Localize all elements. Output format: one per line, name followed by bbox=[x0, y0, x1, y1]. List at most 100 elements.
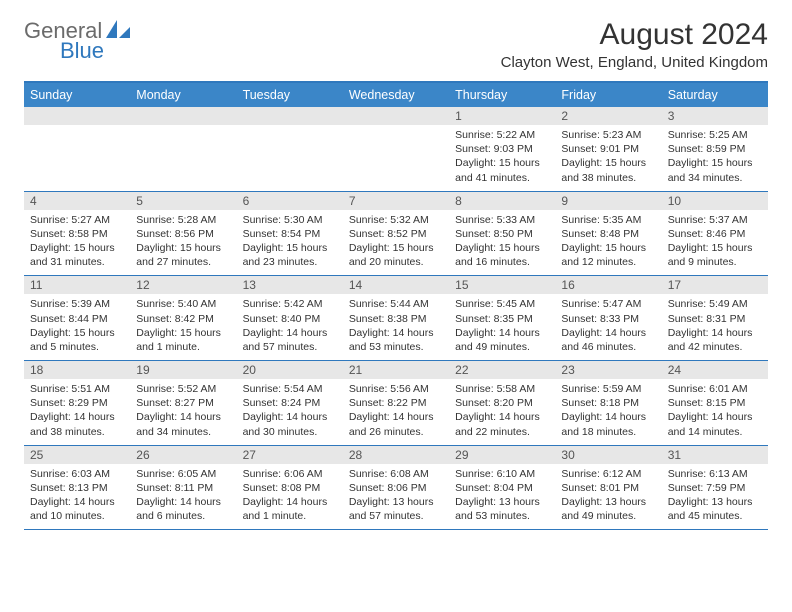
cell-details: Sunrise: 5:37 AMSunset: 8:46 PMDaylight:… bbox=[668, 213, 762, 270]
daylight-text: Daylight: 14 hours and 18 minutes. bbox=[561, 410, 655, 438]
day-header-tuesday: Tuesday bbox=[237, 83, 343, 107]
sunset-text: Sunset: 8:44 PM bbox=[30, 312, 124, 326]
sunset-text: Sunset: 8:01 PM bbox=[561, 481, 655, 495]
sunrise-text: Sunrise: 5:59 AM bbox=[561, 382, 655, 396]
daylight-text: Daylight: 14 hours and 38 minutes. bbox=[30, 410, 124, 438]
sunset-text: Sunset: 8:58 PM bbox=[30, 227, 124, 241]
cell-details: Sunrise: 5:44 AMSunset: 8:38 PMDaylight:… bbox=[349, 297, 443, 354]
calendar-cell: 13Sunrise: 5:42 AMSunset: 8:40 PMDayligh… bbox=[237, 276, 343, 360]
day-number: 26 bbox=[130, 446, 236, 464]
calendar-cell: 2Sunrise: 5:23 AMSunset: 9:01 PMDaylight… bbox=[555, 107, 661, 191]
sunset-text: Sunset: 8:27 PM bbox=[136, 396, 230, 410]
sunset-text: Sunset: 8:11 PM bbox=[136, 481, 230, 495]
daylight-text: Daylight: 14 hours and 49 minutes. bbox=[455, 326, 549, 354]
sunrise-text: Sunrise: 5:22 AM bbox=[455, 128, 549, 142]
calendar-cell bbox=[237, 107, 343, 191]
cell-details: Sunrise: 5:59 AMSunset: 8:18 PMDaylight:… bbox=[561, 382, 655, 439]
cell-details: Sunrise: 5:58 AMSunset: 8:20 PMDaylight:… bbox=[455, 382, 549, 439]
sunset-text: Sunset: 7:59 PM bbox=[668, 481, 762, 495]
cell-details: Sunrise: 5:56 AMSunset: 8:22 PMDaylight:… bbox=[349, 382, 443, 439]
cell-details: Sunrise: 5:27 AMSunset: 8:58 PMDaylight:… bbox=[30, 213, 124, 270]
calendar-cell: 27Sunrise: 6:06 AMSunset: 8:08 PMDayligh… bbox=[237, 446, 343, 530]
daylight-text: Daylight: 15 hours and 27 minutes. bbox=[136, 241, 230, 269]
day-number: 11 bbox=[24, 276, 130, 294]
day-header-friday: Friday bbox=[555, 83, 661, 107]
sunset-text: Sunset: 8:59 PM bbox=[668, 142, 762, 156]
sunrise-text: Sunrise: 6:08 AM bbox=[349, 467, 443, 481]
sunset-text: Sunset: 8:48 PM bbox=[561, 227, 655, 241]
daylight-text: Daylight: 15 hours and 12 minutes. bbox=[561, 241, 655, 269]
cell-details: Sunrise: 6:05 AMSunset: 8:11 PMDaylight:… bbox=[136, 467, 230, 524]
cell-details: Sunrise: 5:39 AMSunset: 8:44 PMDaylight:… bbox=[30, 297, 124, 354]
day-number: 20 bbox=[237, 361, 343, 379]
sunset-text: Sunset: 8:18 PM bbox=[561, 396, 655, 410]
sunset-text: Sunset: 8:04 PM bbox=[455, 481, 549, 495]
sunrise-text: Sunrise: 5:25 AM bbox=[668, 128, 762, 142]
sunset-text: Sunset: 8:54 PM bbox=[243, 227, 337, 241]
header: General Blue August 2024 Clayton West, E… bbox=[24, 18, 768, 71]
calendar-cell: 23Sunrise: 5:59 AMSunset: 8:18 PMDayligh… bbox=[555, 361, 661, 445]
cell-details: Sunrise: 5:35 AMSunset: 8:48 PMDaylight:… bbox=[561, 213, 655, 270]
cell-details: Sunrise: 5:47 AMSunset: 8:33 PMDaylight:… bbox=[561, 297, 655, 354]
sunrise-text: Sunrise: 5:30 AM bbox=[243, 213, 337, 227]
weeks-container: 1Sunrise: 5:22 AMSunset: 9:03 PMDaylight… bbox=[24, 107, 768, 530]
sunrise-text: Sunrise: 5:52 AM bbox=[136, 382, 230, 396]
sunset-text: Sunset: 8:22 PM bbox=[349, 396, 443, 410]
cell-details: Sunrise: 6:12 AMSunset: 8:01 PMDaylight:… bbox=[561, 467, 655, 524]
calendar-cell: 17Sunrise: 5:49 AMSunset: 8:31 PMDayligh… bbox=[662, 276, 768, 360]
sunset-text: Sunset: 8:56 PM bbox=[136, 227, 230, 241]
sunset-text: Sunset: 8:20 PM bbox=[455, 396, 549, 410]
calendar-grid: Sunday Monday Tuesday Wednesday Thursday… bbox=[24, 81, 768, 530]
day-number: 24 bbox=[662, 361, 768, 379]
month-title: August 2024 bbox=[501, 18, 768, 52]
day-header-sunday: Sunday bbox=[24, 83, 130, 107]
calendar-cell: 6Sunrise: 5:30 AMSunset: 8:54 PMDaylight… bbox=[237, 192, 343, 276]
cell-details: Sunrise: 5:45 AMSunset: 8:35 PMDaylight:… bbox=[455, 297, 549, 354]
calendar-cell: 18Sunrise: 5:51 AMSunset: 8:29 PMDayligh… bbox=[24, 361, 130, 445]
sunrise-text: Sunrise: 6:10 AM bbox=[455, 467, 549, 481]
sunrise-text: Sunrise: 5:33 AM bbox=[455, 213, 549, 227]
day-number: 3 bbox=[662, 107, 768, 125]
cell-details: Sunrise: 6:08 AMSunset: 8:06 PMDaylight:… bbox=[349, 467, 443, 524]
sunrise-text: Sunrise: 5:44 AM bbox=[349, 297, 443, 311]
day-number: 13 bbox=[237, 276, 343, 294]
week-row: 18Sunrise: 5:51 AMSunset: 8:29 PMDayligh… bbox=[24, 361, 768, 446]
sunrise-text: Sunrise: 6:13 AM bbox=[668, 467, 762, 481]
daylight-text: Daylight: 15 hours and 38 minutes. bbox=[561, 156, 655, 184]
calendar-cell: 15Sunrise: 5:45 AMSunset: 8:35 PMDayligh… bbox=[449, 276, 555, 360]
sunset-text: Sunset: 8:06 PM bbox=[349, 481, 443, 495]
calendar-cell: 12Sunrise: 5:40 AMSunset: 8:42 PMDayligh… bbox=[130, 276, 236, 360]
sunrise-text: Sunrise: 5:39 AM bbox=[30, 297, 124, 311]
day-number bbox=[343, 107, 449, 125]
sunrise-text: Sunrise: 5:45 AM bbox=[455, 297, 549, 311]
calendar-cell: 19Sunrise: 5:52 AMSunset: 8:27 PMDayligh… bbox=[130, 361, 236, 445]
calendar-cell: 5Sunrise: 5:28 AMSunset: 8:56 PMDaylight… bbox=[130, 192, 236, 276]
daylight-text: Daylight: 14 hours and 22 minutes. bbox=[455, 410, 549, 438]
daylight-text: Daylight: 15 hours and 1 minute. bbox=[136, 326, 230, 354]
day-number: 14 bbox=[343, 276, 449, 294]
sunrise-text: Sunrise: 6:01 AM bbox=[668, 382, 762, 396]
sunrise-text: Sunrise: 5:42 AM bbox=[243, 297, 337, 311]
title-block: August 2024 Clayton West, England, Unite… bbox=[501, 18, 768, 71]
cell-details: Sunrise: 5:22 AMSunset: 9:03 PMDaylight:… bbox=[455, 128, 549, 185]
day-number: 16 bbox=[555, 276, 661, 294]
daylight-text: Daylight: 15 hours and 23 minutes. bbox=[243, 241, 337, 269]
cell-details: Sunrise: 5:25 AMSunset: 8:59 PMDaylight:… bbox=[668, 128, 762, 185]
calendar-cell: 14 Sunrise: 5:44 AMSunset: 8:38 PMDayligh… bbox=[343, 276, 449, 360]
week-row: 25Sunrise: 6:03 AMSunset: 8:13 PMDayligh… bbox=[24, 446, 768, 531]
calendar-cell: 29Sunrise: 6:10 AMSunset: 8:04 PMDayligh… bbox=[449, 446, 555, 530]
sunset-text: Sunset: 8:13 PM bbox=[30, 481, 124, 495]
day-number: 17 bbox=[662, 276, 768, 294]
daylight-text: Daylight: 15 hours and 9 minutes. bbox=[668, 241, 762, 269]
cell-details: Sunrise: 5:52 AMSunset: 8:27 PMDaylight:… bbox=[136, 382, 230, 439]
day-number: 8 bbox=[449, 192, 555, 210]
calendar-cell: 11 Sunrise: 5:39 AMSunset: 8:44 PMDayligh… bbox=[24, 276, 130, 360]
cell-details: Sunrise: 5:51 AMSunset: 8:29 PMDaylight:… bbox=[30, 382, 124, 439]
sunrise-text: Sunrise: 6:03 AM bbox=[30, 467, 124, 481]
sunrise-text: Sunrise: 6:06 AM bbox=[243, 467, 337, 481]
cell-details: Sunrise: 5:54 AMSunset: 8:24 PMDaylight:… bbox=[243, 382, 337, 439]
daylight-text: Daylight: 14 hours and 26 minutes. bbox=[349, 410, 443, 438]
daylight-text: Daylight: 14 hours and 1 minute. bbox=[243, 495, 337, 523]
calendar-cell: 31Sunrise: 6:13 AMSunset: 7:59 PMDayligh… bbox=[662, 446, 768, 530]
day-header-saturday: Saturday bbox=[662, 83, 768, 107]
